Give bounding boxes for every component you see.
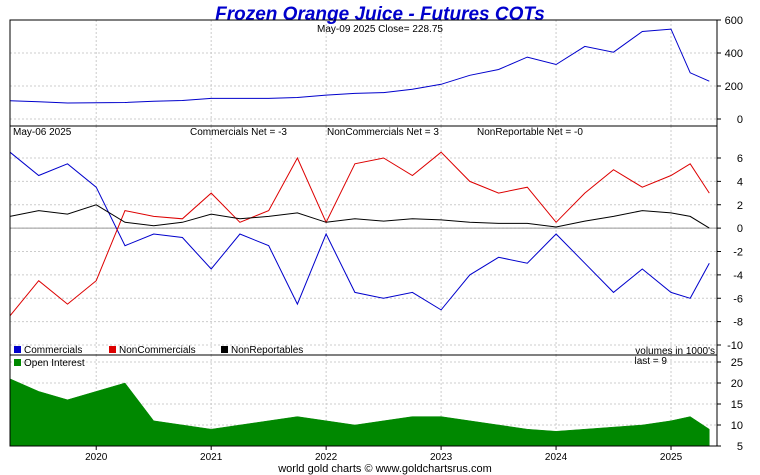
x-tick-label: 2025	[660, 452, 683, 463]
y-tick-label: -4	[733, 270, 743, 282]
x-tick-label: 2020	[85, 452, 108, 463]
y-tick-label: 5	[737, 441, 743, 453]
open-interest-frame	[9, 354, 718, 447]
cot-grid	[10, 126, 717, 355]
y-tick-label: -6	[733, 293, 743, 305]
price-line	[9, 28, 710, 104]
y-tick-label: 15	[731, 399, 743, 411]
y-tick-label: -10	[727, 340, 743, 352]
legend-swatch-nonreportables	[221, 346, 228, 353]
noncommercials-line	[9, 151, 710, 317]
legend-label-nonreportables: NonReportables	[231, 345, 303, 356]
commercials-net-stat: Commercials Net = -3	[190, 127, 287, 138]
y-tick-label: 6	[737, 153, 743, 165]
open-interest-panel: Open Interest last = 9 5 10 15 20 25	[9, 354, 743, 453]
last-value-note: last = 9	[634, 356, 667, 367]
price-y-ticks: 0 200 400 600	[717, 15, 743, 126]
open-interest-area	[9, 378, 710, 447]
y-tick-label: 2	[737, 200, 743, 212]
commercials-line	[9, 151, 710, 311]
y-tick-label: 600	[725, 15, 743, 27]
cot-y-ticks: -10 -8 -6 -4 -2 0 2 4 6	[717, 153, 743, 352]
x-tick-label: 2022	[315, 452, 338, 463]
y-tick-label: 10	[731, 420, 743, 432]
y-tick-label: 25	[731, 357, 743, 369]
y-tick-label: 400	[725, 48, 743, 60]
cot-date-header: May-06 2025	[13, 127, 72, 138]
legend-label-open-interest: Open Interest	[24, 358, 85, 369]
footer-credit: world gold charts © www.goldchartsrus.co…	[277, 463, 492, 475]
noncommercials-net-stat: NonCommercials Net = 3	[327, 127, 439, 138]
nonreportables-line	[9, 204, 710, 229]
legend-swatch-noncommercials	[109, 346, 116, 353]
legend-swatch-open-interest	[14, 359, 21, 366]
y-tick-label: 4	[737, 176, 743, 188]
x-tick-label: 2023	[430, 452, 453, 463]
y-tick-label: -2	[733, 247, 743, 259]
cot-legend: Commercials NonCommercials NonReportable…	[14, 345, 303, 356]
x-tick-label: 2021	[200, 452, 223, 463]
legend-label-noncommercials: NonCommercials	[119, 345, 196, 356]
y-tick-label: 0	[737, 114, 743, 126]
open-interest-y-ticks: 5 10 15 20 25	[717, 357, 743, 453]
y-tick-label: 0	[737, 223, 743, 235]
y-tick-label: 200	[725, 81, 743, 93]
legend-swatch-commercials	[14, 346, 21, 353]
x-axis-ticks: 2020 2021 2022 2023 2024 2025	[85, 446, 683, 463]
legend-label-commercials: Commercials	[24, 345, 82, 356]
price-panel: May-09 2025 Close= 228.75 0 200 400 600	[9, 15, 743, 127]
nonreportables-net-stat: NonReportable Net = -0	[477, 127, 583, 138]
chart-title: Frozen Orange Juice - Futures COTs	[215, 4, 545, 25]
y-tick-label: -8	[733, 317, 743, 329]
price-header: May-09 2025 Close= 228.75	[317, 24, 443, 35]
y-tick-label: 20	[731, 378, 743, 390]
x-tick-label: 2024	[545, 452, 568, 463]
volumes-note: volumes in 1000's	[635, 346, 715, 357]
